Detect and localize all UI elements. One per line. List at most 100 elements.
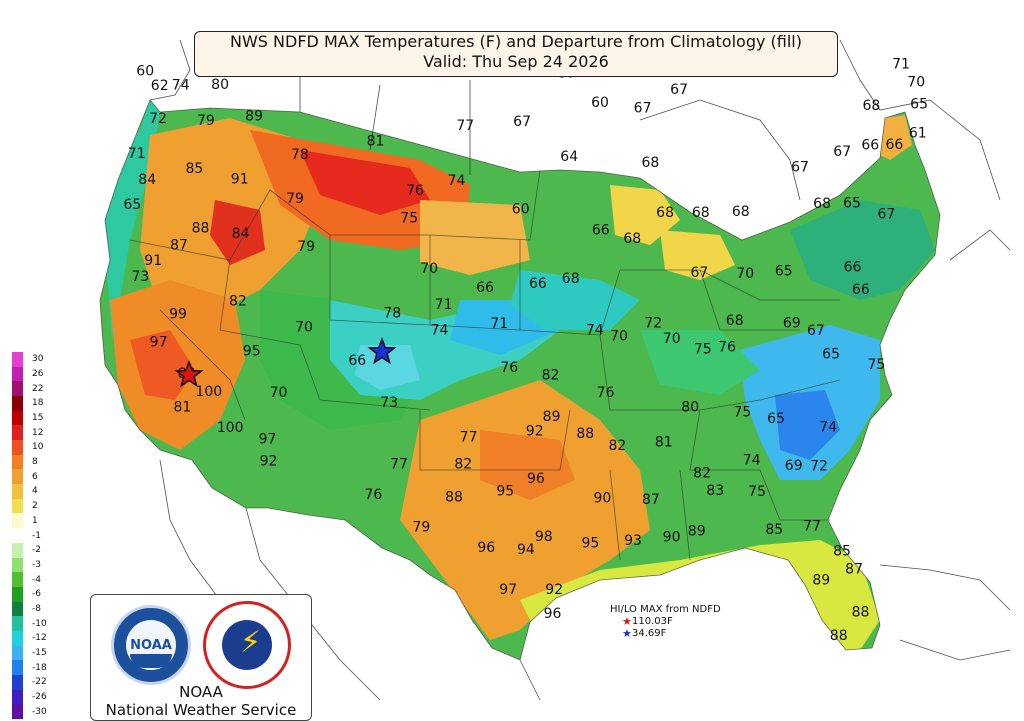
temperature-label: 93 xyxy=(624,533,642,549)
temperature-label: 83 xyxy=(706,483,724,499)
temperature-label: 79 xyxy=(297,239,315,255)
colorbar-label: 8 xyxy=(32,457,38,468)
colorbar-segment xyxy=(12,630,23,647)
temperature-label: 89 xyxy=(245,109,263,125)
temperature-label: 67 xyxy=(877,207,895,223)
temperature-label: 66 xyxy=(592,223,610,239)
colorbar-segment xyxy=(12,425,23,441)
temperature-label: 77 xyxy=(390,457,408,473)
colorbar-label: -26 xyxy=(32,691,47,702)
temperature-label: 90 xyxy=(593,490,611,506)
colorbar-segment xyxy=(12,572,23,588)
temperature-label: 64 xyxy=(560,149,578,165)
temperature-label: 91 xyxy=(144,253,162,269)
temperature-label: 70 xyxy=(663,331,681,347)
temperature-label: 96 xyxy=(477,540,495,556)
temperature-label: 79 xyxy=(197,113,215,129)
colorbar-segment xyxy=(12,469,23,485)
temperature-label: 78 xyxy=(291,147,309,163)
colorbar-label: 15 xyxy=(32,413,44,424)
colorbar-label: 30 xyxy=(32,354,44,365)
colorbar-segment xyxy=(12,660,23,676)
map-title: NWS NDFD MAX Temperatures (F) and Depart… xyxy=(194,31,838,77)
colorbar-label: 26 xyxy=(32,369,44,380)
colorbar-segment xyxy=(12,557,23,573)
temperature-label: 75 xyxy=(733,405,751,421)
temperature-label: 82 xyxy=(693,466,711,482)
temperature-label: 70 xyxy=(420,261,438,277)
logo-panel: NOAA ⚡ NOAA National Weather Service xyxy=(90,594,312,721)
colorbar-label: -10 xyxy=(32,618,47,629)
temperature-label: 68 xyxy=(562,271,580,287)
color-legend: 30 26 22 18 15 12 10 8 6 4 2 1 -1 -2 -3 -4 -6 -8 -10 -12 -15… xyxy=(10,352,60,720)
temperature-label: 67 xyxy=(833,144,851,160)
noaa-logo-inner: NOAA xyxy=(126,620,176,670)
temperature-label: 66 xyxy=(844,259,862,275)
title-line-1: NWS NDFD MAX Temperatures (F) and Depart… xyxy=(230,32,802,51)
temperature-label: 95 xyxy=(581,536,599,552)
temperature-label: 91 xyxy=(231,172,249,188)
temperature-label: 88 xyxy=(830,628,848,644)
hilo-lo-value: 34.69F xyxy=(632,628,667,639)
temperature-label: 84 xyxy=(138,172,156,188)
temperature-label: 68 xyxy=(641,155,659,171)
colorbar-segment xyxy=(12,586,23,603)
lightning-icon: ⚡ xyxy=(240,625,262,660)
temperature-label: 97 xyxy=(259,432,277,448)
temperature-label: 66 xyxy=(348,353,366,369)
temperature-label: 68 xyxy=(862,98,880,114)
title-line-2: Valid: Thu Sep 24 2026 xyxy=(423,52,609,71)
temperature-label: 67 xyxy=(634,100,652,116)
colorbar-label: 12 xyxy=(32,427,44,438)
temperature-label: 71 xyxy=(490,316,508,332)
temperature-label: 72 xyxy=(149,111,167,127)
temperature-label: 77 xyxy=(456,118,474,134)
temperature-label: 87 xyxy=(845,562,863,578)
nws-logo-inner: ⚡ xyxy=(222,620,272,670)
colorbar-segment xyxy=(12,381,23,397)
temperature-label: 68 xyxy=(813,196,831,212)
temperature-label: 78 xyxy=(383,306,401,322)
temperature-label: 85 xyxy=(765,522,783,538)
temperature-label: 60 xyxy=(591,95,609,111)
temperature-label: 88 xyxy=(852,605,870,621)
colorbar-segment xyxy=(12,601,23,617)
temperature-label: 79 xyxy=(286,191,304,207)
temperature-label: 87 xyxy=(170,237,188,253)
temperature-label: 76 xyxy=(597,385,615,401)
temperature-label: 96 xyxy=(527,471,545,487)
colorbar-segment xyxy=(12,674,23,691)
temperature-label: 70 xyxy=(270,385,288,401)
noaa-logo-icon: NOAA xyxy=(111,605,191,685)
colorbar-label: 6 xyxy=(32,471,38,482)
temperature-label: 75 xyxy=(748,484,766,500)
temperature-label: 69 xyxy=(785,458,803,474)
temperature-label: 70 xyxy=(610,329,628,345)
temperature-label: 73 xyxy=(131,269,149,285)
temperature-label: 70 xyxy=(907,75,925,91)
temperature-label: 66 xyxy=(529,276,547,292)
colorbar-label: -15 xyxy=(32,647,47,658)
colorbar-segment xyxy=(12,645,23,661)
temperature-label: 95 xyxy=(243,344,261,360)
temperature-label: 82 xyxy=(454,457,472,473)
colorbar-label: -22 xyxy=(32,677,47,688)
hilo-title: HI/LO MAX from NDFD xyxy=(610,604,721,615)
colorbar-segment xyxy=(12,689,23,705)
temperature-label: 77 xyxy=(803,518,821,534)
temperature-label: 94 xyxy=(517,542,535,558)
colorbar-segment xyxy=(12,396,23,412)
temperature-label: 80 xyxy=(681,399,699,415)
colorbar-segment xyxy=(12,454,23,470)
lo-star-icon xyxy=(367,336,397,365)
temperature-label: 77 xyxy=(460,429,478,445)
colorbar-label: 1 xyxy=(32,515,38,526)
colorbar-label: 22 xyxy=(32,383,44,394)
colorbar-segment xyxy=(12,352,23,368)
org-name-line-2: National Weather Service xyxy=(105,701,297,719)
temperature-label: 65 xyxy=(123,197,141,213)
temperature-label: 92 xyxy=(545,582,563,598)
temperature-label: 99 xyxy=(169,307,187,323)
temperature-label: 67 xyxy=(513,114,531,130)
